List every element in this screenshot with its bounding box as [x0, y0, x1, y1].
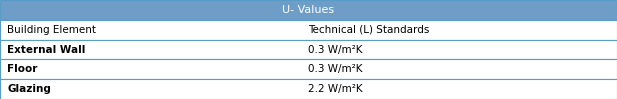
Text: Building Element: Building Element: [7, 25, 96, 35]
Bar: [0, 40, 617, 59]
Text: 0.3 W/m²K: 0.3 W/m²K: [308, 44, 363, 55]
Text: 2.2 W/m²K: 2.2 W/m²K: [308, 84, 363, 94]
Text: U- Values: U- Values: [283, 5, 334, 15]
Bar: [0, 59, 617, 79]
Text: Floor: Floor: [7, 64, 38, 74]
Text: Glazing: Glazing: [7, 84, 51, 94]
Text: External Wall: External Wall: [7, 44, 86, 55]
Bar: [0, 0, 617, 20]
Bar: [0, 20, 617, 40]
Text: 0.3 W/m²K: 0.3 W/m²K: [308, 64, 363, 74]
Bar: [0, 79, 617, 99]
Text: Technical (L) Standards: Technical (L) Standards: [308, 25, 430, 35]
